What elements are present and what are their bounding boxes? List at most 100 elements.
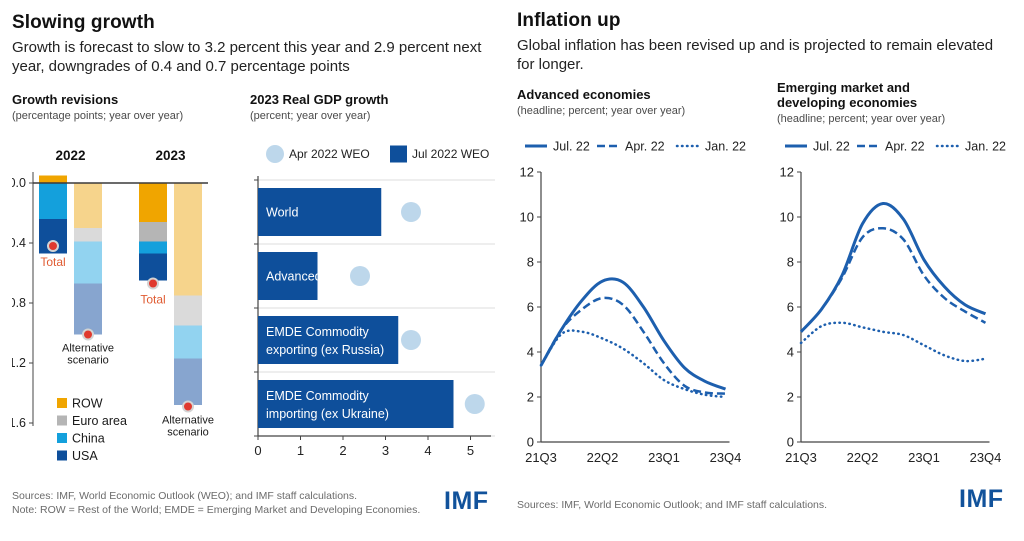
- right-footer-sources: Sources: IMF, World Economic Outlook; an…: [517, 499, 828, 511]
- gdp-dot-0: [401, 202, 421, 222]
- segment-ROW: [174, 183, 202, 296]
- x-tick-label: 23Q4: [710, 450, 742, 465]
- series-line-jan22: [799, 321, 987, 363]
- gdp-bar-2: [258, 316, 399, 364]
- x-tick-label: 3: [382, 443, 389, 458]
- segment-ROW: [139, 183, 167, 222]
- series-line-apr22: [800, 226, 987, 333]
- scenario-label: Alternative: [162, 415, 214, 427]
- y-tick-label: -0.4: [12, 236, 26, 250]
- legend-label: China: [72, 432, 105, 446]
- segment-USA: [174, 358, 202, 405]
- left-footer: Sources: IMF, World Economic Outlook (WE…: [12, 489, 442, 517]
- segment-Euro area: [74, 228, 102, 242]
- gdp-growth-units: (percent; year over year): [250, 109, 371, 122]
- scenario-label: scenario: [167, 427, 209, 439]
- gdp-growth-chart: Apr 2022 WEO Jul 2022 WEO 0 1 2 3 4 5 World Advan…: [245, 140, 503, 480]
- legend-label: USA: [72, 449, 98, 463]
- gdp-dot-3: [464, 394, 485, 414]
- bar-label: World: [266, 206, 298, 220]
- right-panel-subtitle: Global inflation has been revised up and…: [517, 37, 994, 74]
- gdp-bar-0: [258, 188, 382, 236]
- total-dot: [47, 240, 59, 252]
- segment-Euro area: [139, 222, 167, 242]
- imf-logo-right: IMF: [959, 485, 1004, 513]
- growth-revisions-units: (percentage points; year over year): [12, 109, 184, 122]
- y-tick-label: 6: [527, 300, 534, 315]
- x-tick-label: 0: [254, 443, 261, 458]
- legend-jul-label: Jul 2022 WEO: [412, 147, 489, 161]
- segment-ROW: [39, 175, 67, 183]
- total-label: Total: [140, 293, 165, 307]
- y-tick-label: 8: [527, 255, 534, 270]
- y-tick-label: 12: [780, 165, 794, 180]
- inflation-emde-title: Emerging market and developing economies: [777, 80, 918, 110]
- stacked-bar-2022-total: [39, 175, 67, 254]
- x-tick-label: 22Q2: [587, 450, 619, 465]
- y-tick-label: 4: [527, 345, 534, 360]
- legend-label: Apr. 22: [885, 140, 925, 154]
- legend-swatch-Euro area: [57, 415, 67, 426]
- y-tick-label: -0.8: [12, 296, 26, 310]
- y-tick-label: -1.2: [12, 356, 26, 370]
- inflation-advanced-chart: Jul. 22 Apr. 22 Jan. 22 0 2 4 6 8 10 12 21Q3 22Q2 23…: [517, 138, 762, 478]
- y-tick-label: 2: [527, 390, 534, 405]
- y-tick-label: 12: [520, 165, 534, 180]
- stacked-bar-2022-alt: [74, 183, 102, 341]
- gdp-growth-title: 2023 Real GDP growth: [250, 92, 389, 107]
- inflation-emde-units: (headline; percent; year over year): [777, 112, 946, 125]
- x-tick-label: 2: [339, 443, 346, 458]
- segment-China: [74, 241, 102, 284]
- legend-apr-label: Apr 2022 WEO: [289, 147, 370, 161]
- gdp-bar-1: [258, 252, 318, 300]
- gdp-growth-header: 2023 Real GDP growth (percent; year over…: [250, 92, 480, 123]
- y-tick-label: -1.6: [12, 416, 26, 430]
- x-tick-label: 23Q1: [908, 450, 940, 465]
- total-dot: [82, 328, 94, 341]
- segment-USA: [74, 283, 102, 335]
- growth-revisions-chart: 2022 2023 0.0 -0.4 -0.8 -1.2 -1.6 Total Alternat…: [4, 140, 242, 483]
- bar-label: importing (ex Ukraine): [266, 407, 389, 421]
- bar-label: exporting (ex Russia): [266, 343, 384, 357]
- series-line-apr22: [539, 296, 726, 395]
- legend-apr-marker: [266, 145, 284, 163]
- x-tick-label: 21Q3: [525, 450, 557, 465]
- x-tick-label: 21Q3: [785, 450, 817, 465]
- inflation-advanced-units: (headline; percent; year over year): [517, 104, 686, 117]
- stacked-bar-2023-total: [139, 183, 167, 290]
- total-dot: [182, 400, 194, 413]
- inflation-advanced-svg: Jul. 22 Apr. 22 Jan. 22 0 2 4 6 8 10 12 21Q3 22Q2 23…: [520, 140, 747, 466]
- bar-label: Advanced: [266, 270, 322, 284]
- x-tick-label: 22Q2: [847, 450, 879, 465]
- right-footer: Sources: IMF, World Economic Outlook; an…: [517, 498, 937, 512]
- inflation-emde-svg: Jul. 22 Apr. 22 Jan. 22 0 2 4 6 8 10 12 21Q3 22Q2 23…: [780, 140, 1007, 466]
- y-tick-label: 2: [787, 390, 794, 405]
- y-tick-label: 4: [787, 345, 794, 360]
- group-label: 2023: [155, 148, 186, 163]
- y-tick-label: 0: [787, 435, 794, 450]
- x-tick-label: 4: [424, 443, 431, 458]
- legend-label: Jan. 22: [705, 140, 746, 154]
- x-tick-label: 5: [467, 443, 474, 458]
- legend-label: Jan. 22: [965, 140, 1006, 154]
- bar-label: EMDE Commodity: [266, 389, 370, 403]
- y-tick-label: 0: [527, 435, 534, 450]
- growth-revisions-title: Growth revisions: [12, 92, 119, 107]
- scenario-label: scenario: [67, 355, 109, 367]
- segment-China: [174, 325, 202, 359]
- x-tick-label: 23Q4: [970, 450, 1002, 465]
- inflation-emde-chart: Jul. 22 Apr. 22 Jan. 22 0 2 4 6 8 10 12 21Q3 22Q2 23…: [777, 138, 1022, 478]
- scenario-label: Alternative: [62, 343, 114, 355]
- group-label: 2022: [55, 148, 85, 163]
- series-line-jul22: [539, 277, 727, 391]
- legend-swatch-ROW: [57, 398, 67, 408]
- left-panel-subtitle: Growth is forecast to slow to 3.2 percen…: [12, 39, 482, 76]
- inflation-advanced-header: Advanced economies (headline; percent; y…: [517, 87, 732, 118]
- x-tick-label: 23Q1: [648, 450, 680, 465]
- series-line-jan22: [539, 329, 727, 399]
- legend-swatch-China: [57, 433, 67, 443]
- segment-China: [39, 183, 67, 219]
- y-tick-label: 8: [787, 255, 794, 270]
- inflation-advanced-title: Advanced economies: [517, 87, 651, 102]
